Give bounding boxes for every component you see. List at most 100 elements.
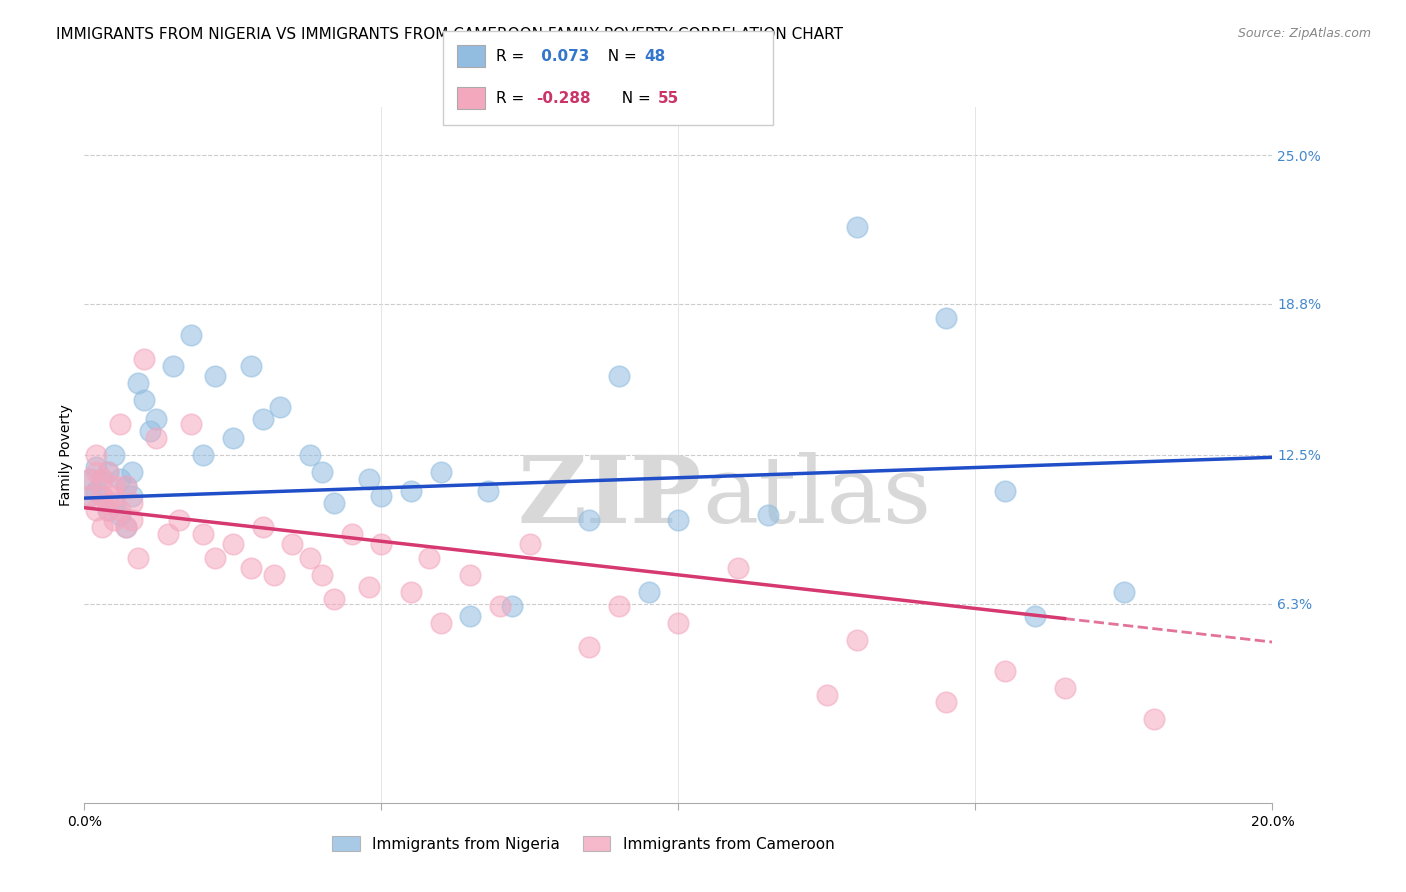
Point [91,472,114,486]
Point [204,368,226,383]
Point [430,465,453,479]
Point [103,479,125,493]
Point [115,479,138,493]
Point [121,496,143,510]
Point [935,311,957,326]
Point [103,448,125,462]
Point [145,431,167,445]
Point [91,472,114,486]
Point [668,513,690,527]
Point [322,496,344,510]
Text: 0.073: 0.073 [536,49,589,63]
Point [489,599,512,613]
Point [108,508,131,522]
Point [180,417,202,431]
Point [311,465,333,479]
Point [1112,584,1135,599]
Point [281,537,304,551]
Point [97,465,120,479]
Point [127,376,149,390]
Point [84,483,107,498]
Point [239,560,262,574]
Point [1142,712,1164,726]
Point [108,472,131,486]
Point [84,448,107,462]
Point [115,520,138,534]
Y-axis label: Family Poverty: Family Poverty [59,404,73,506]
Point [180,328,202,343]
Point [359,472,381,486]
Text: 55: 55 [658,91,679,105]
Point [91,489,114,503]
Point [91,520,114,534]
Point [103,496,125,510]
Text: N =: N = [612,91,655,105]
Point [578,513,600,527]
Point [162,359,184,373]
Point [359,580,381,594]
Point [460,567,482,582]
Point [269,400,291,414]
Point [97,496,120,510]
Point [935,695,957,709]
Text: ZIP: ZIP [517,451,702,541]
Text: R =: R = [496,49,530,63]
Text: -0.288: -0.288 [536,91,591,105]
Point [145,412,167,426]
Text: N =: N = [598,49,641,63]
Point [84,459,107,474]
Point [79,472,101,486]
Point [756,508,779,522]
Point [299,448,322,462]
Point [222,431,245,445]
Point [501,599,523,613]
Point [239,359,262,373]
Point [252,412,274,426]
Point [91,489,114,503]
Point [121,513,143,527]
Point [1053,681,1076,695]
Point [108,503,131,517]
Point [84,465,107,479]
Point [79,489,101,503]
Point [994,483,1017,498]
Point [132,351,155,366]
Point [370,489,392,503]
Point [340,527,363,541]
Point [97,503,120,517]
Point [727,560,749,574]
Text: IMMIGRANTS FROM NIGERIA VS IMMIGRANTS FROM CAMEROON FAMILY POVERTY CORRELATION C: IMMIGRANTS FROM NIGERIA VS IMMIGRANTS FR… [56,27,844,42]
Point [97,503,120,517]
Text: Source: ZipAtlas.com: Source: ZipAtlas.com [1237,27,1371,40]
Point [299,551,322,566]
Point [418,551,440,566]
Point [103,513,125,527]
Point [222,537,245,551]
Point [169,513,191,527]
Point [845,632,868,647]
Point [191,527,215,541]
Point [115,520,138,534]
Point [79,489,101,503]
Point [399,483,422,498]
Point [477,483,499,498]
Point [845,219,868,234]
Point [637,584,659,599]
Point [1024,608,1046,623]
Text: atlas: atlas [702,451,931,541]
Legend: Immigrants from Nigeria, Immigrants from Cameroon: Immigrants from Nigeria, Immigrants from… [326,830,841,858]
Point [103,489,125,503]
Point [607,368,630,383]
Point [460,608,482,623]
Point [370,537,392,551]
Point [204,551,226,566]
Point [84,503,107,517]
Point [132,392,155,407]
Point [578,640,600,654]
Point [115,479,138,493]
Point [519,537,541,551]
Point [138,424,160,438]
Point [79,472,101,486]
Text: 48: 48 [644,49,665,63]
Point [191,448,215,462]
